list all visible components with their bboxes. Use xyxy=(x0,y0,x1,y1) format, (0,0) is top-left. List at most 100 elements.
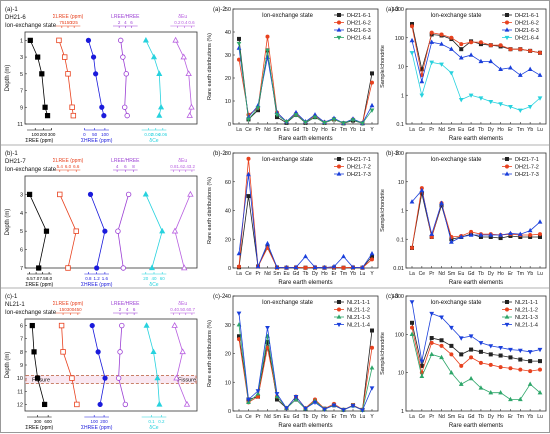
x-tick-label: Ce xyxy=(245,414,252,420)
data-point xyxy=(527,66,533,71)
data-point xyxy=(409,245,414,250)
data-point xyxy=(87,191,94,197)
x-tick-label: La xyxy=(409,414,415,420)
series-line xyxy=(411,301,541,362)
data-point xyxy=(504,13,509,18)
data-point xyxy=(419,78,425,84)
data-point xyxy=(322,120,327,126)
y-tick-label: 9 xyxy=(20,105,23,111)
series-line xyxy=(238,339,373,411)
data-point xyxy=(246,171,251,177)
track-tick-label: 300 xyxy=(67,307,75,312)
data-point xyxy=(336,20,341,25)
x-tick-label: Ce xyxy=(245,271,252,277)
x-tick-label: Tm xyxy=(340,271,347,277)
data-point xyxy=(150,53,158,60)
data-point xyxy=(57,191,63,198)
track-line xyxy=(146,325,160,405)
y-tick-label: 60 xyxy=(225,180,231,186)
track-tick-label: 4 xyxy=(126,307,129,312)
x-tick-label: Lu xyxy=(537,271,543,277)
track-tick-label: 0.4 xyxy=(181,20,188,25)
depth-profile-panel: (a)-1 DH21-6 Ion-exchange state Depth (m) 1 3… xyxy=(5,7,198,144)
track-label: ΣHREE (ppm) xyxy=(81,282,113,288)
track-tick-label: 0.8 xyxy=(85,276,92,281)
x-tick-label: Sm xyxy=(273,127,281,133)
data-point xyxy=(439,32,444,37)
track-tick-label: 300 xyxy=(48,132,56,137)
data-point xyxy=(409,320,414,325)
y-tick-label: 0.1 xyxy=(396,237,404,243)
data-point xyxy=(517,108,523,113)
y-tick-label: 3 xyxy=(20,192,23,198)
track-tick-label: 5.4 xyxy=(57,164,64,169)
data-point xyxy=(439,343,444,348)
y-tick-label: 10 xyxy=(398,65,404,71)
data-point xyxy=(303,253,308,259)
x-tick-label: Y xyxy=(370,271,374,277)
data-point xyxy=(429,340,434,345)
x-tick-label: La xyxy=(236,127,242,133)
data-point xyxy=(458,234,464,239)
data-point xyxy=(274,392,280,397)
track-label: ΣLREE (ppm) xyxy=(53,14,84,20)
track-tick-label: 8 xyxy=(132,164,135,169)
x-tick-label: Dy xyxy=(488,414,495,420)
data-point xyxy=(369,80,374,85)
data-point xyxy=(97,401,103,408)
data-point xyxy=(468,375,474,381)
data-point xyxy=(468,52,474,57)
y-tick-label: 11 xyxy=(17,389,23,395)
data-point xyxy=(322,264,327,270)
data-point xyxy=(439,354,444,360)
x-tick-label: Tm xyxy=(340,414,347,420)
track-tick-label: 0.06 xyxy=(158,132,167,137)
data-point xyxy=(246,194,251,199)
x-tick-label: Dy xyxy=(488,271,495,277)
track-label: LREE/HREE xyxy=(111,14,140,20)
data-point xyxy=(459,42,464,47)
data-point xyxy=(120,265,126,271)
data-point xyxy=(449,35,454,40)
data-point xyxy=(478,360,483,365)
panel-tag: (c)-2 xyxy=(213,294,226,300)
panel-tag: (b)-3 xyxy=(386,151,399,157)
data-point xyxy=(498,365,503,370)
data-point xyxy=(293,264,299,269)
y-tick-label: 40 xyxy=(225,30,231,36)
track-tick-label: 200 xyxy=(100,419,108,424)
track-tick-label: 6.6 xyxy=(73,164,80,169)
data-point xyxy=(237,264,242,269)
data-point xyxy=(117,349,123,355)
legend-entry: NL21-1-2 xyxy=(515,308,538,314)
x-tick-label: Eu xyxy=(458,414,464,420)
panel-tag: (a)-1 xyxy=(5,7,18,13)
data-point xyxy=(336,307,341,312)
panel-tag: (a)-3 xyxy=(386,7,399,13)
y-tick-label: 20 xyxy=(225,352,231,358)
x-tick-label: Gd xyxy=(293,271,300,277)
data-point xyxy=(369,108,375,113)
data-point xyxy=(246,397,251,403)
data-point xyxy=(504,322,510,328)
data-point xyxy=(90,54,97,60)
x-tick-label: Ho xyxy=(497,271,504,277)
track-tick-label: 0.2 xyxy=(158,419,165,424)
data-point xyxy=(369,250,375,256)
data-point xyxy=(429,311,435,317)
y-tick-label: 0.1 xyxy=(396,122,404,128)
data-point xyxy=(468,334,474,339)
data-point xyxy=(537,219,543,224)
series-line xyxy=(411,193,540,248)
y-tick-label: 0.01 xyxy=(393,266,404,272)
y-tick-label: 30 xyxy=(225,53,231,59)
data-point xyxy=(246,156,251,161)
data-point xyxy=(336,164,341,169)
track-tick-label: 150 xyxy=(64,20,72,25)
data-point xyxy=(336,322,342,328)
data-point xyxy=(429,336,434,341)
track-label: ΣHREE (ppm) xyxy=(81,138,113,144)
